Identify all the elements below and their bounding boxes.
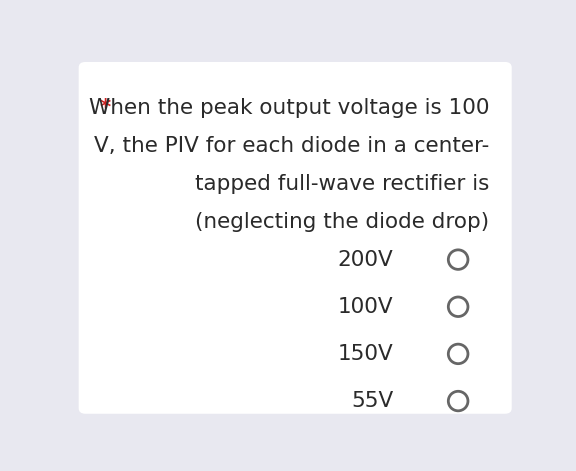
Text: 100V: 100V xyxy=(338,297,393,317)
Text: (neglecting the diode drop): (neglecting the diode drop) xyxy=(195,212,490,233)
Text: tapped full-wave rectifier is: tapped full-wave rectifier is xyxy=(195,174,490,195)
Text: 150V: 150V xyxy=(338,344,393,364)
Text: V, the PIV for each diode in a center-: V, the PIV for each diode in a center- xyxy=(94,136,490,156)
Text: When the peak output voltage is 100: When the peak output voltage is 100 xyxy=(89,98,490,118)
FancyBboxPatch shape xyxy=(79,62,511,414)
Text: 55V: 55V xyxy=(351,391,393,411)
Text: *: * xyxy=(100,98,111,118)
Text: 200V: 200V xyxy=(338,250,393,269)
